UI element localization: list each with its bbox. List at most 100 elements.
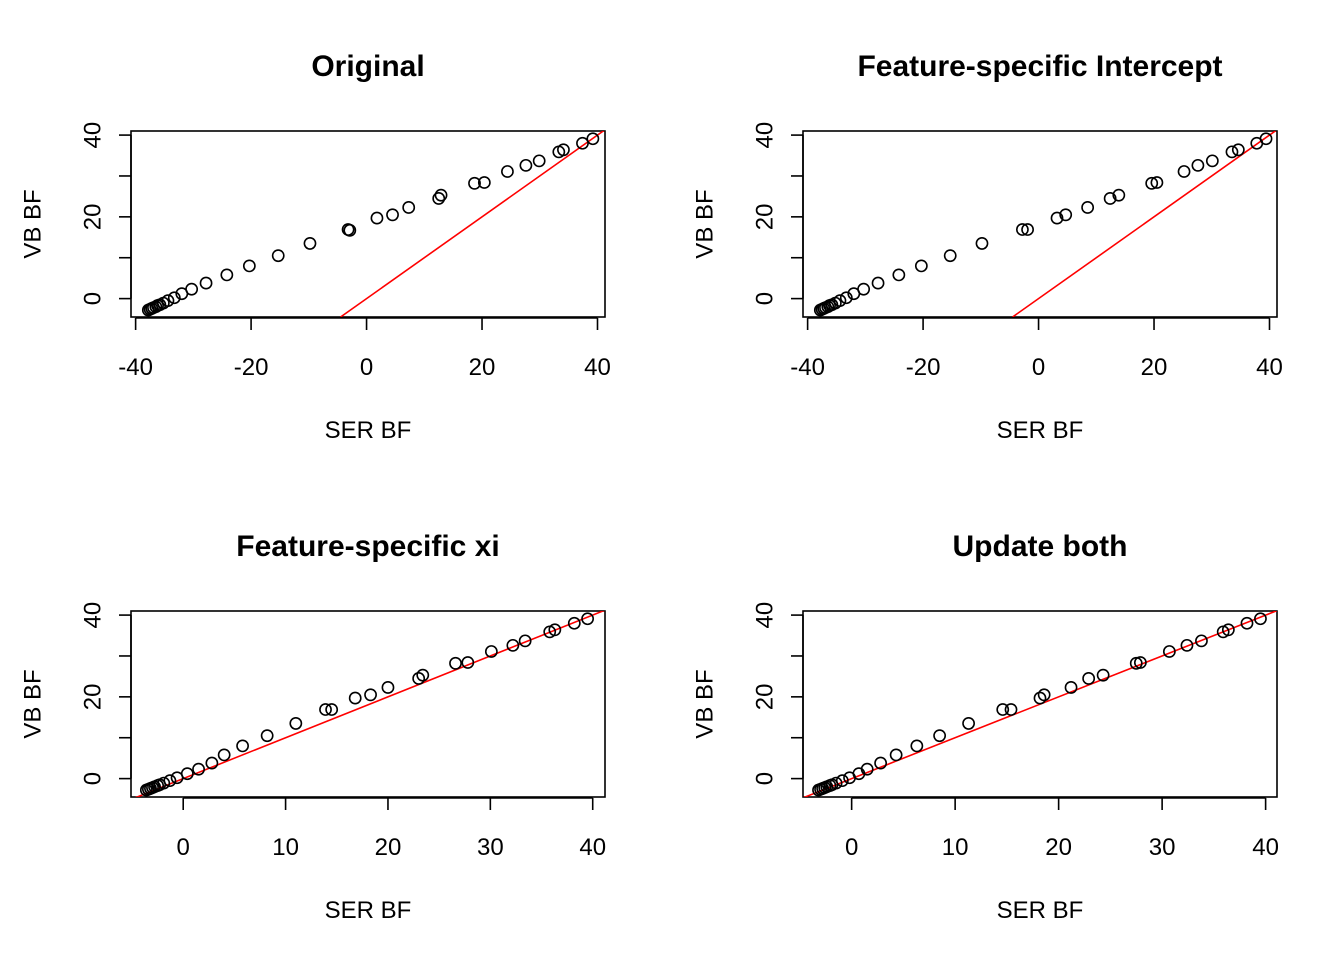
y-tick-label: 20 [752,683,779,710]
x-axis-label: SER BF [325,897,412,924]
data-point [199,276,213,290]
y-axis-label: VB BF [692,669,719,738]
y-tick-label: 0 [80,292,107,305]
data-point [370,211,384,225]
data-point [548,623,562,637]
y-axis-label: VB BF [20,669,47,738]
y-tick-label: 40 [752,602,779,629]
data-point [461,656,475,669]
data-point [271,249,285,263]
data-point [1112,188,1126,202]
data-point [381,681,395,694]
y-tick-label: 0 [752,772,779,785]
x-tick-label: 0 [1032,354,1045,381]
data-point [506,638,520,652]
x-tick-label: 20 [1045,834,1072,861]
data-point [348,691,362,705]
x-tick-label: 20 [1141,354,1168,381]
data-point [519,158,533,172]
data-point [860,762,874,776]
reference-line-y-equals-x [1012,131,1277,317]
data-point [1240,616,1254,630]
data-point [477,176,491,189]
data-point [412,672,426,685]
data-point [889,748,903,762]
data-point [1150,176,1164,189]
data-point [449,656,462,670]
panel-title: Feature-specific Intercept [857,50,1222,83]
data-point [943,249,957,263]
data-point [1021,223,1034,236]
data-point [1221,623,1235,637]
data-point [1254,612,1267,626]
y-axis-label: VB BF [20,189,47,258]
data-point [220,268,234,282]
data-point [576,136,589,150]
data-point [962,717,975,730]
x-tick-label: -40 [118,354,153,381]
data-point [434,188,448,202]
data-point [996,703,1010,716]
y-tick-label: 40 [80,122,107,149]
data-point [386,208,399,222]
data-point [167,291,181,305]
x-tick-label: 0 [845,834,858,861]
data-point [933,729,947,743]
data-point [260,729,274,743]
x-tick-label: 10 [272,834,299,861]
data-point [1004,703,1018,716]
data-point [163,774,177,788]
y-tick-label: 20 [752,203,779,230]
panel-original: Original -40 -20 0 20 40 0 20 40 SER BF VB BF [20,50,611,444]
x-tick-label: 40 [1252,834,1279,861]
data-point [871,276,885,290]
x-tick-label: 10 [942,834,969,861]
data-point [1177,165,1191,178]
data-point [157,776,171,790]
data-point [1195,634,1208,648]
data-point [185,282,199,296]
x-tick-label: -20 [234,354,269,381]
data-point [303,237,317,250]
x-tick-label: 30 [1149,834,1176,861]
y-tick-label: 0 [752,292,779,305]
data-point [319,703,332,716]
x-tick-label: 0 [360,354,373,381]
data-point [1231,143,1245,157]
data-point [402,201,416,214]
plot-frame [802,130,1278,318]
reference-line-y-equals-x [134,611,605,797]
x-tick-label: -40 [790,354,825,381]
data-point [829,776,843,790]
x-tick-label: 40 [579,834,606,861]
data-point [432,192,446,205]
data-point [468,176,481,190]
y-tick-label: 40 [752,122,779,149]
data-point [1205,154,1219,168]
panel-title: Original [311,50,424,83]
x-axis-label: SER BF [997,897,1084,924]
data-point [1081,201,1095,214]
data-point [161,294,175,308]
data-point [874,756,888,770]
data-point [205,756,219,770]
data-point [1133,656,1147,669]
data-point [1096,668,1110,682]
data-point [857,282,871,296]
data-point [532,154,546,168]
data-point [892,268,906,282]
data-point [501,165,514,178]
x-tick-label: 20 [375,834,402,861]
data-point [217,748,231,762]
data-point [180,767,194,781]
x-tick-label: 40 [584,354,611,381]
panel-update-both: Update both 0 10 20 30 40 0 20 40 SER BF VB BF [692,530,1279,924]
data-point [416,668,430,682]
data-point [289,717,303,730]
panel-title: Feature-specific xi [236,530,499,563]
data-point [1225,145,1239,159]
data-point [236,739,249,753]
data-point [1082,672,1096,685]
panel-title: Update both [953,530,1128,563]
